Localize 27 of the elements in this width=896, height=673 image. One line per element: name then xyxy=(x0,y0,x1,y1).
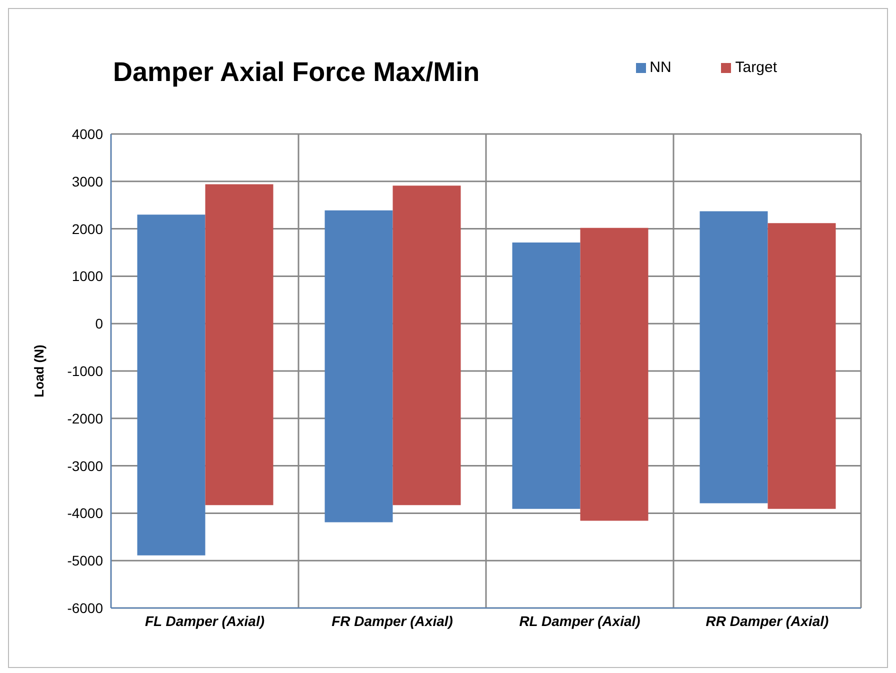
x-tick-label: RR Damper (Axial) xyxy=(706,612,830,629)
bar xyxy=(512,242,580,509)
bar xyxy=(580,228,648,521)
bar xyxy=(768,223,836,509)
bar xyxy=(205,184,274,506)
y-tick-label: 1000 xyxy=(72,268,104,284)
y-tick-label: 2000 xyxy=(72,220,104,237)
y-tick-label: 0 xyxy=(95,316,104,332)
bar xyxy=(324,210,393,522)
x-tick-label: RL Damper (Axial) xyxy=(519,612,641,629)
y-tick-label: -3000 xyxy=(67,458,104,474)
y-tick-label: 3000 xyxy=(72,173,104,190)
y-tick-label: -6000 xyxy=(67,600,104,616)
x-tick-label: FL Damper (Axial) xyxy=(144,612,265,629)
x-tick-label: FR Damper (Axial) xyxy=(332,612,454,629)
y-tick-label: -4000 xyxy=(67,505,104,522)
legend-label: NN xyxy=(650,59,672,76)
y-tick-label: -1000 xyxy=(67,362,104,379)
bar xyxy=(700,211,768,504)
y-axis-title: Load (N) xyxy=(32,344,47,398)
chart-title: Damper Axial Force Max/Min xyxy=(113,57,480,88)
y-tick-label: -5000 xyxy=(67,552,104,569)
legend-label: Target xyxy=(735,59,777,76)
bar xyxy=(392,186,461,506)
y-tick-label: 4000 xyxy=(72,126,104,142)
y-tick-label: -2000 xyxy=(67,410,104,426)
bar xyxy=(137,214,206,556)
